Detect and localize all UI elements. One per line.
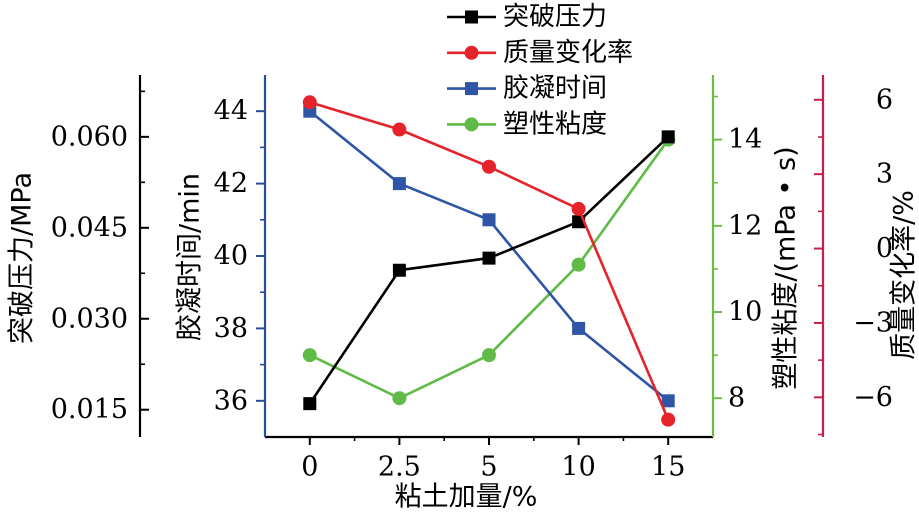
- data-point: [482, 348, 496, 363]
- y-tick-label: −3: [853, 307, 893, 338]
- y-tick-label: 44: [214, 96, 248, 127]
- y-tick-label: 0.030: [51, 303, 128, 334]
- y-tick-label: 36: [214, 385, 248, 416]
- series-line: [308, 135, 670, 405]
- legend-item: 质量变化率: [447, 38, 633, 68]
- legend-marker: [464, 45, 479, 60]
- y-axis-title-mass-change-rate: 质量变化率/%: [889, 190, 919, 360]
- x-axis-title: 粘土加量/%: [395, 482, 538, 513]
- y-tick-label: 0.060: [51, 121, 128, 152]
- data-point: [392, 263, 406, 277]
- y-tick-label: 0: [876, 233, 893, 264]
- legend-marker: [465, 82, 478, 96]
- y-tick-label: 0.015: [51, 394, 128, 425]
- y-tick-label: 14: [728, 124, 762, 155]
- data-point: [661, 412, 676, 427]
- legend-label: 塑性粘度: [503, 109, 607, 139]
- y-tick-label: 40: [214, 241, 248, 272]
- y-tick-label: 8: [728, 383, 745, 414]
- data-point: [303, 397, 317, 411]
- data-point: [482, 159, 496, 174]
- data-point: [392, 177, 406, 191]
- data-point: [392, 391, 407, 406]
- y-tick-label: 38: [214, 313, 248, 344]
- y-tick-label: 12: [728, 210, 762, 241]
- y-axis: −6 −3 0 3 6: [814, 75, 893, 437]
- data-point: [482, 251, 496, 265]
- data-series: [303, 130, 675, 411]
- y-axis: 8 10 12 14: [711, 75, 762, 437]
- y-tick-label: 42: [214, 168, 248, 199]
- y-tick-label: −6: [853, 382, 893, 413]
- y-axis: 36 38 40 42 44: [214, 75, 267, 437]
- y-tick-label: 10: [728, 297, 762, 328]
- y-axis-title-gel-time: 胶凝时间/min: [175, 173, 206, 341]
- y-axis: 0.015 0.030 0.045 0.060: [51, 75, 149, 437]
- y-tick-label: 6: [876, 84, 893, 115]
- y-tick-label: 3: [876, 159, 893, 190]
- data-point: [572, 321, 586, 335]
- legend-marker: [464, 117, 479, 132]
- data-point: [302, 95, 317, 110]
- data-point: [302, 348, 317, 363]
- axes-layer: 0 2.5 5 10 150.0150.0300.0450.060−6−30363638…: [51, 75, 893, 483]
- y-axis-title-breakthrough-pressure: 突破压力/MPa: [7, 172, 38, 344]
- data-point: [571, 201, 586, 216]
- legend-item: 突破压力: [447, 2, 607, 32]
- data-point: [661, 130, 675, 144]
- x-tick-label: 10: [561, 452, 595, 483]
- x-tick-label: 5: [480, 452, 497, 483]
- x-tick-label: 0: [301, 452, 318, 483]
- data-series: [302, 95, 676, 427]
- data-point: [392, 122, 407, 137]
- x-tick-label: 15: [651, 452, 685, 483]
- data-point: [482, 213, 496, 227]
- y-axis-title-plastic-viscosity: 塑性粘度/(mPa • s): [771, 146, 802, 389]
- legend-item: 胶凝时间: [447, 74, 607, 104]
- x-tick-label: 2.5: [378, 452, 421, 483]
- legend-label: 突破压力: [503, 2, 607, 32]
- data-point: [571, 257, 586, 272]
- y-tick-label: 0.045: [51, 212, 128, 243]
- data-point: [661, 394, 675, 408]
- plot-area: [302, 95, 676, 427]
- legend-label: 胶凝时间: [503, 74, 607, 104]
- legend-marker: [465, 10, 478, 24]
- legend-item: 塑性粘度: [447, 109, 607, 139]
- legend-label: 质量变化率: [503, 38, 633, 68]
